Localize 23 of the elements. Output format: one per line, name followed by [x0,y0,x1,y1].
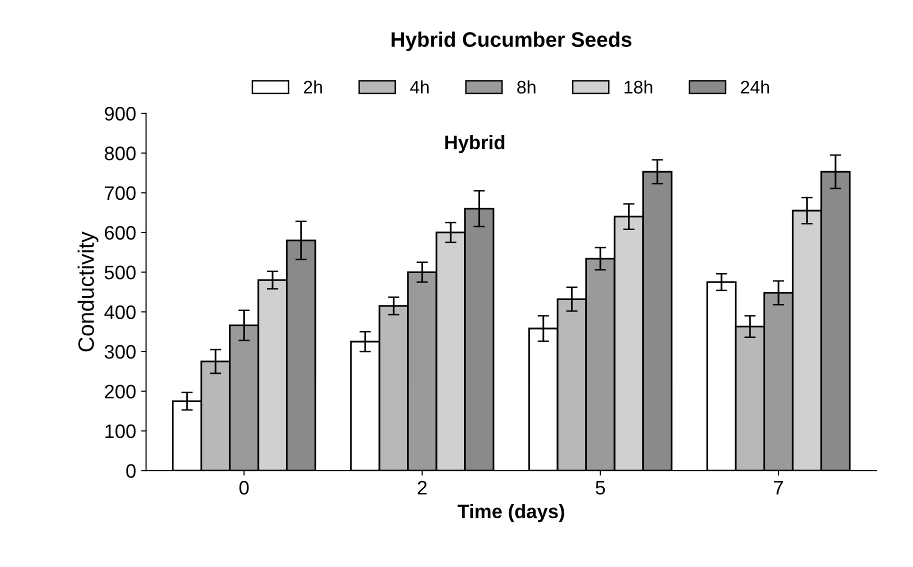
y-tick-label: 300 [104,345,136,359]
x-tick-label: 2 [418,480,427,494]
x-tick-label: 5 [596,481,605,495]
y-tick-label: 400 [104,305,136,320]
y-tick-label: 600 [104,226,136,240]
y-tick-label: 900 [104,106,136,121]
y-axis-title: Conductivity [78,232,98,352]
y-tick-label: 200 [104,384,136,398]
legend-label: 8h [517,80,536,94]
x-tick-label: 0 [239,480,249,495]
y-tick-label: 0 [126,464,136,478]
legend-label: 2h [304,80,322,94]
annotation: Hybrid [445,135,504,154]
legend-label: 24h [740,80,769,94]
legend-label: 18h [624,80,652,94]
x-axis-title: Time (days) [458,504,564,522]
legend-label: 4h [410,80,429,94]
y-tick-label: 800 [104,146,136,160]
y-tick-label: 500 [104,266,136,280]
y-tick-label: 100 [105,424,136,438]
x-tick-label: 7 [774,481,783,494]
chart-title: Hybrid Cucumber Seeds [392,32,632,52]
y-tick-label: 700 [104,186,136,200]
